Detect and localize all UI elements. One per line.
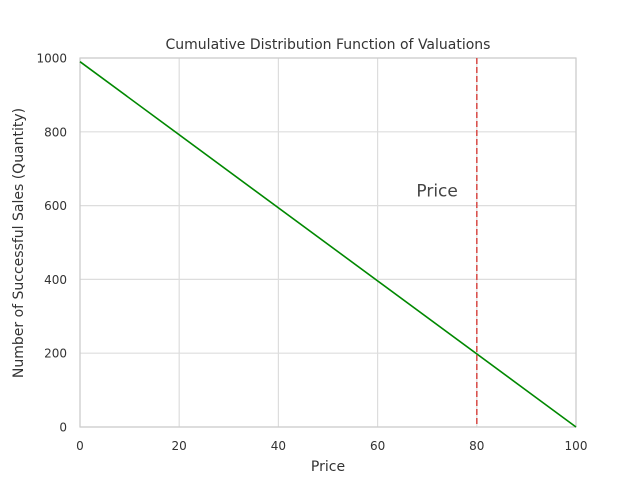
y-tick-label: 600 [44,199,67,213]
x-tick-label: 80 [469,439,484,453]
series-layer [79,58,577,428]
x-axis-ticks: 0 20 40 60 80 100 [76,439,587,453]
y-tick-label: 400 [44,273,67,287]
y-tick-label: 200 [44,347,67,361]
x-tick-label: 100 [565,439,588,453]
y-axis-ticks: 0 200 400 600 800 1000 [36,52,67,435]
y-tick-label: 1000 [36,52,67,66]
plot-area-frame [79,57,577,428]
x-axis-label: Price [311,459,345,475]
x-tick-label: 60 [370,439,385,453]
x-tick-label: 40 [271,439,286,453]
chart-title: Cumulative Distribution Function of Valu… [166,37,491,53]
annotation-layer: Price [416,181,457,201]
series-line [79,61,577,428]
y-tick-label: 800 [44,125,67,139]
y-axis-label: Number of Successful Sales (Quantity) [11,108,27,378]
x-tick-label: 0 [76,439,84,453]
x-tick-label: 20 [172,439,187,453]
price-annotation: Price [416,181,457,201]
y-tick-label: 0 [59,421,67,435]
